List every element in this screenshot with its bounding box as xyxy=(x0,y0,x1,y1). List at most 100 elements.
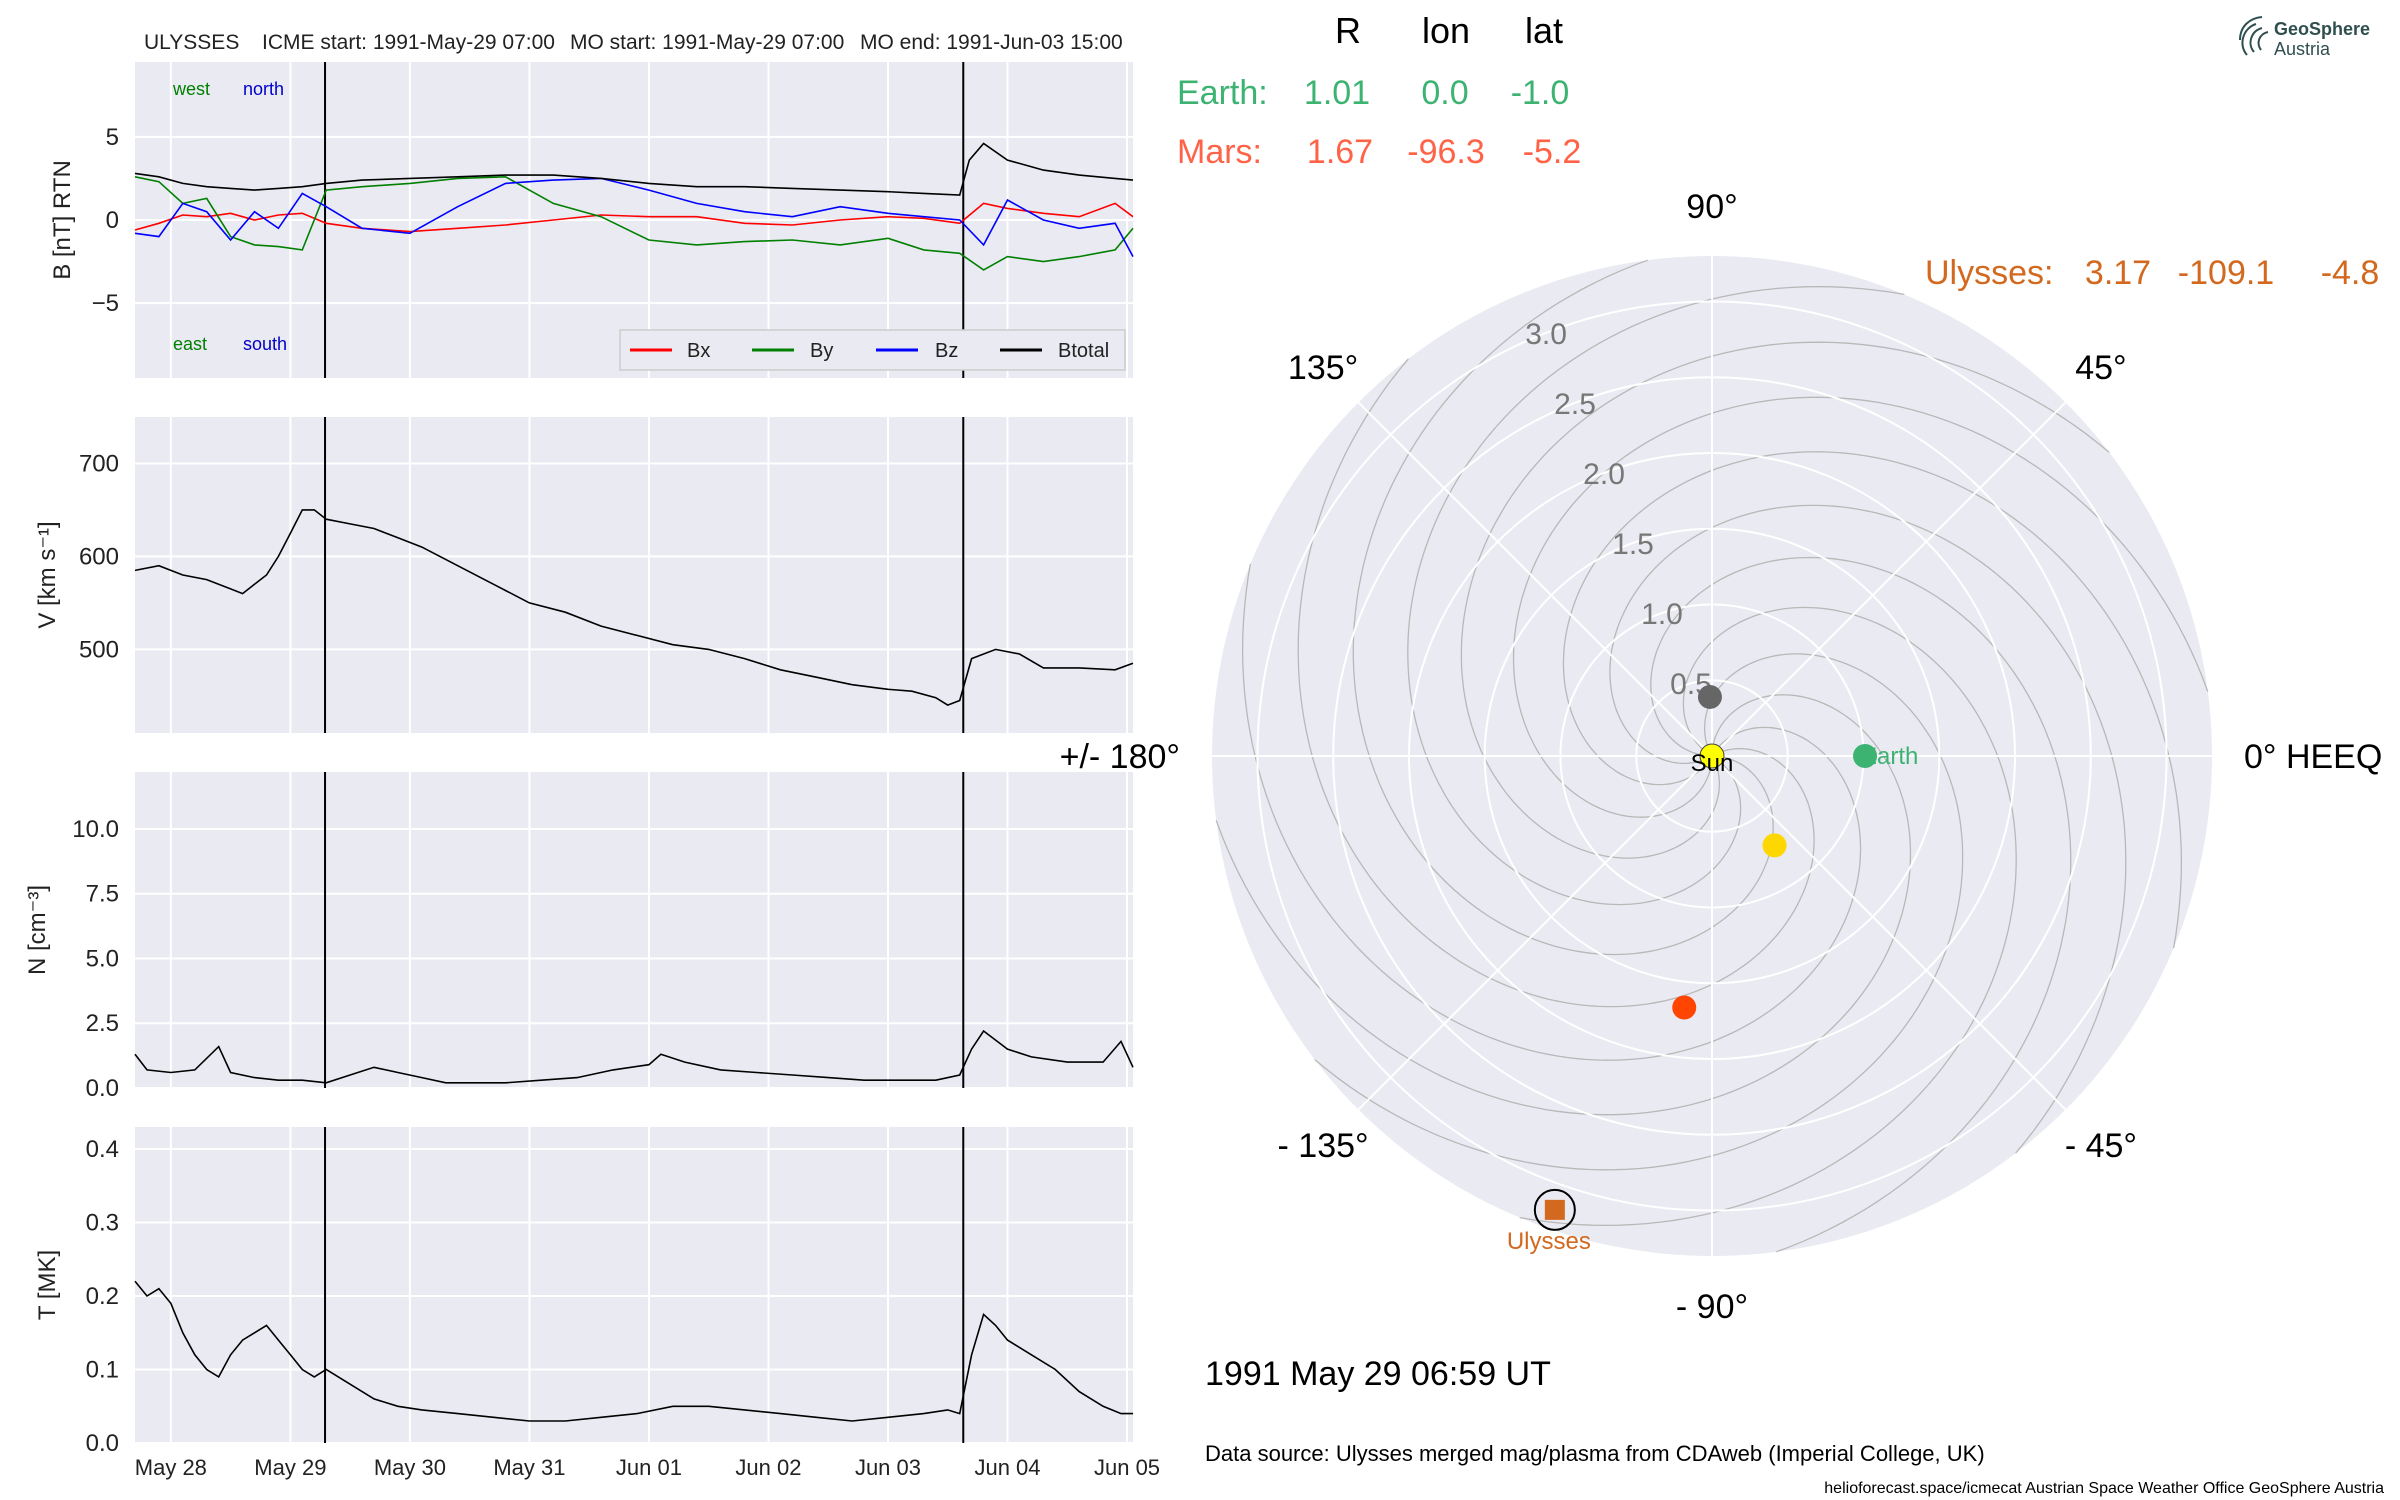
y-tick-labels: 0.0 0.1 0.2 0.3 0.4 xyxy=(86,1136,119,1457)
parker-spiral-line xyxy=(1460,341,2110,859)
row-name: Earth: xyxy=(1177,74,1268,112)
y-tick-label: 600 xyxy=(79,543,119,570)
angle-tick-label: - 90° xyxy=(1676,1288,1748,1326)
y-tick-label: 0.3 xyxy=(86,1210,119,1237)
row-r: 1.01 xyxy=(1304,74,1370,112)
mars-marker xyxy=(1672,995,1697,1020)
y-axis-label: T [MK] xyxy=(34,1250,61,1320)
legend-label-bx: Bx xyxy=(687,340,710,362)
direction-label-west: west xyxy=(172,79,210,99)
geosphere-logo: GeoSphere Austria xyxy=(2239,16,2370,59)
series-line-t xyxy=(134,1280,1133,1422)
angle-grid-line xyxy=(1711,401,2067,757)
series-line-n xyxy=(134,1029,1134,1084)
parker-spiral-line xyxy=(1519,606,2017,1227)
object-markers: Sun Earth Ulysses xyxy=(1507,684,1918,1255)
series-line-by xyxy=(134,175,1134,271)
series-line-btotal xyxy=(134,142,1134,196)
parker-spiral-line xyxy=(1512,396,2209,818)
radial-tick-label: 2.0 xyxy=(1583,458,1625,491)
grid xyxy=(135,772,1133,1089)
y-tick-label: 10.0 xyxy=(72,816,119,843)
logo-line-1: GeoSphere xyxy=(2274,19,2370,39)
earth-marker xyxy=(1853,744,1878,768)
parker-spiral-line xyxy=(1352,259,1774,956)
legend-label-bz: Bz xyxy=(935,340,958,362)
venus-like-marker xyxy=(1762,833,1787,858)
y-tick-label: 2.5 xyxy=(86,1010,119,1037)
header-mo-start: MO start: 1991-May-29 07:00 xyxy=(570,31,844,54)
parker-spiral-line xyxy=(1609,504,2127,1154)
row-lon: 0.0 xyxy=(1421,74,1468,112)
y-axis-label: N [cm⁻³] xyxy=(24,885,51,975)
y-tick-label: 0.0 xyxy=(86,1430,119,1457)
polar-grid xyxy=(1212,256,2212,1256)
radial-tick-label: 2.5 xyxy=(1554,388,1596,421)
radial-tick-label: 1.0 xyxy=(1641,598,1683,631)
position-table: R lon lat Earth: 1.01 0.0 -1.0 Mars: 1.6… xyxy=(1177,10,2379,292)
header-spacecraft: ULYSSES xyxy=(144,31,239,54)
footer: helioforecast.space/icmecat Austrian Spa… xyxy=(1824,1480,2384,1497)
x-tick-label: May 31 xyxy=(493,1455,565,1480)
series-line-bx xyxy=(134,202,1134,233)
row-lat: -5.2 xyxy=(1523,133,1582,171)
angle-tick-label: - 135° xyxy=(1278,1127,1369,1165)
x-tick-label: Jun 05 xyxy=(1094,1455,1160,1480)
row-name: Mars: xyxy=(1177,133,1262,171)
ulysses-label: Ulysses xyxy=(1507,1228,1591,1255)
parker-spiral-line xyxy=(1407,285,1905,906)
y-tick-label: 500 xyxy=(79,636,119,663)
angle-grid-line xyxy=(1711,755,2067,1111)
grid xyxy=(135,62,1133,378)
y-tick-label: 0.4 xyxy=(86,1136,119,1163)
parker-spiral-line xyxy=(1297,358,1815,1008)
y-axis-label: V [km s⁻¹] xyxy=(34,521,61,628)
grid xyxy=(135,417,1133,733)
earth-label: Earth xyxy=(1861,743,1918,770)
row-name: Ulysses: xyxy=(1925,254,2053,292)
sun-marker xyxy=(1699,743,1725,769)
table-row-mars: Mars: 1.67 -96.3 -5.2 xyxy=(1177,133,1581,171)
angle-tick-label: 90° xyxy=(1686,188,1737,226)
y-axis-label: B [nT] RTN xyxy=(49,160,76,280)
row-r: 3.17 xyxy=(2085,254,2151,292)
x-tick-labels: May 28 May 29 May 30 May 31 Jun 01 Jun 02 Jun … xyxy=(135,1455,1160,1480)
direction-label-south: south xyxy=(243,334,287,354)
y-tick-label: 0.0 xyxy=(86,1075,119,1102)
sun-label: Sun xyxy=(1691,750,1734,777)
y-tick-label: 700 xyxy=(79,450,119,477)
series-line-v xyxy=(134,509,1134,706)
timestamp: 1991 May 29 06:59 UT xyxy=(1205,1355,1551,1393)
y-tick-labels: 500 600 700 xyxy=(79,450,119,663)
table-row-earth: Earth: 1.01 0.0 -1.0 xyxy=(1177,74,1569,112)
mercury-like-marker xyxy=(1697,684,1722,709)
parker-spirals xyxy=(1215,259,2209,1253)
radial-tick-label: 3.0 xyxy=(1525,318,1567,351)
density-panel: 0.0 2.5 5.0 7.5 10.0 N [cm⁻³] xyxy=(24,772,1134,1102)
angle-tick-label: +/- 180° xyxy=(1060,738,1180,776)
table-header-r: R xyxy=(1335,10,1361,51)
x-tick-label: Jun 03 xyxy=(855,1455,921,1480)
parker-spiral-line xyxy=(1314,653,1964,1171)
radial-tick-label: 1.5 xyxy=(1612,528,1654,561)
row-lat: -4.8 xyxy=(2321,254,2380,292)
temperature-panel: 0.0 0.1 0.2 0.3 0.4 May 28 May 29 May 30 May 31… xyxy=(34,1127,1160,1480)
parker-spiral-line xyxy=(1562,451,2183,949)
y-tick-labels: 0.0 2.5 5.0 7.5 10.0 xyxy=(72,816,119,1102)
ulysses-marker xyxy=(1544,1199,1565,1220)
x-tick-label: Jun 01 xyxy=(616,1455,682,1480)
y-tick-label: 0.2 xyxy=(86,1283,119,1310)
row-r: 1.67 xyxy=(1307,133,1373,171)
x-tick-label: Jun 04 xyxy=(974,1455,1040,1480)
legend-label-btotal: Btotal xyxy=(1058,340,1109,362)
row-lon: -109.1 xyxy=(2178,254,2274,292)
x-tick-label: May 28 xyxy=(135,1455,207,1480)
angle-tick-label: 0° HEEQ xyxy=(2244,738,2382,776)
series-group xyxy=(134,142,1134,271)
angle-tick-label: 135° xyxy=(1288,349,1358,387)
legend: Bx By Bz Btotal xyxy=(619,329,1126,371)
y-tick-label: 0 xyxy=(106,207,119,234)
data-source: Data source: Ulysses merged mag/plasma f… xyxy=(1205,1441,1985,1466)
y-tick-label: 5.0 xyxy=(86,945,119,972)
angle-tick-labels: 0° HEEQ 45° 90° 135° +/- 180° - 135° - 90° - 45… xyxy=(1060,188,2383,1326)
